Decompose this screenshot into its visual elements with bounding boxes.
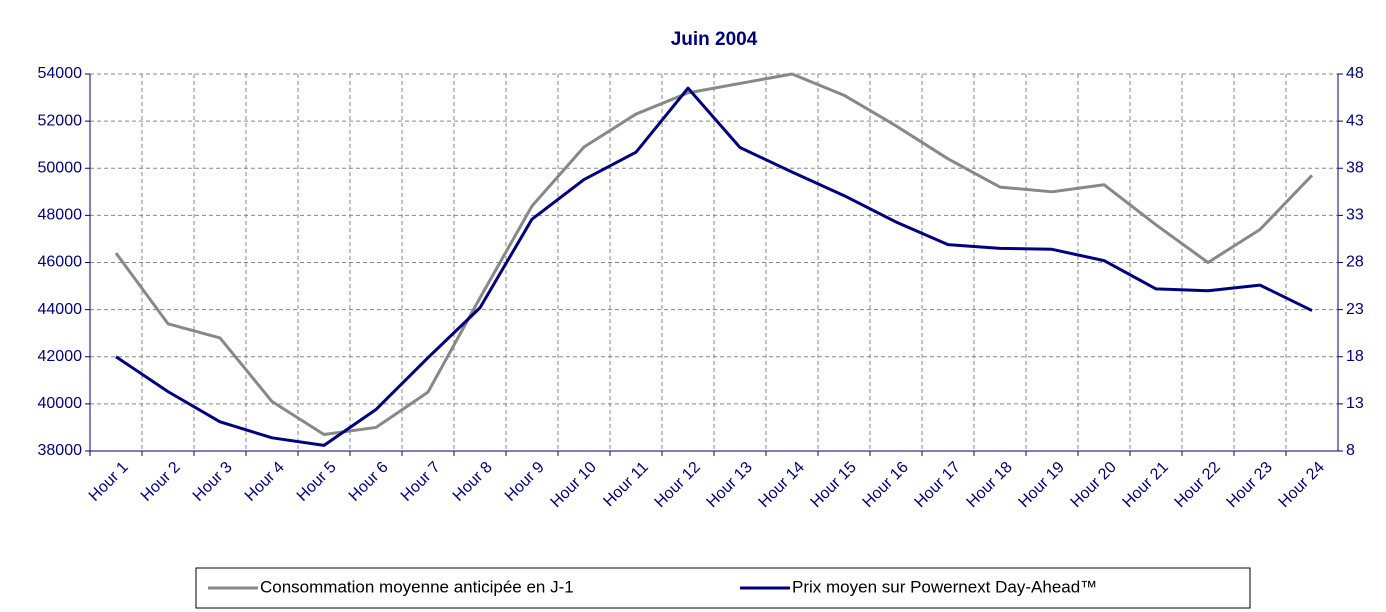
y-tick-label: 40000: [38, 395, 83, 412]
y-tick-label: 54000: [38, 65, 83, 82]
y2-tick-label: 8: [1346, 442, 1355, 459]
chart-title: Juin 2004: [671, 29, 758, 50]
legend-box: [195, 567, 1251, 609]
y2-tick-label: 38: [1346, 159, 1364, 176]
y-tick-label: 46000: [38, 254, 83, 271]
y2-tick-label: 48: [1346, 65, 1364, 82]
y-tick-label: 42000: [38, 348, 83, 365]
y-tick-label: 52000: [38, 112, 83, 129]
y2-tick-label: 13: [1346, 395, 1364, 412]
series-line: [114, 72, 1314, 437]
y-tick-label: 38000: [38, 442, 83, 459]
y2-tick-label: 28: [1346, 254, 1364, 271]
y2-tick-label: 23: [1346, 301, 1364, 318]
y2-tick-label: 18: [1346, 348, 1364, 365]
legend-label: Consommation moyenne anticipée en J-1: [260, 577, 574, 596]
y2-tick-label: 43: [1346, 112, 1364, 129]
y2-tick-label: 33: [1346, 207, 1364, 224]
y-tick-label: 50000: [38, 159, 83, 176]
legend-label: Prix moyen sur Powernext Day-Ahead™: [792, 577, 1097, 596]
y-tick-label: 44000: [38, 301, 83, 318]
series-line: [115, 86, 1313, 447]
y-tick-label: 48000: [38, 207, 83, 224]
